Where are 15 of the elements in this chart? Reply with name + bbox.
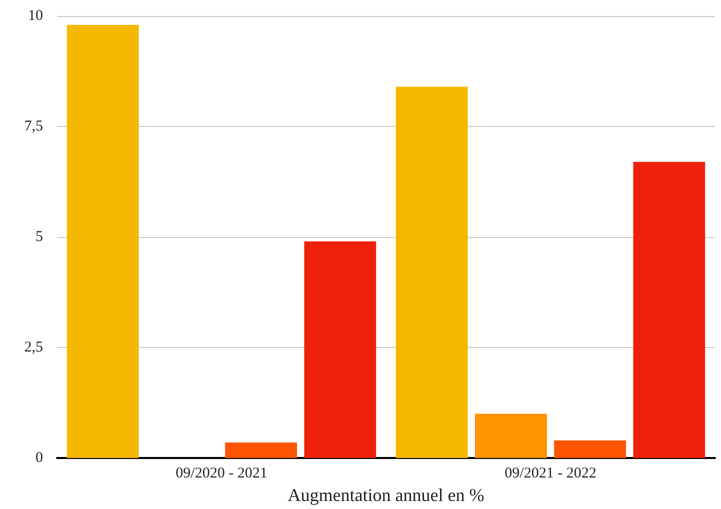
bar — [474, 414, 547, 458]
y-tick-label: 2,5 — [24, 340, 43, 356]
y-tick-label: 10 — [28, 8, 43, 24]
bar — [66, 24, 139, 458]
bar — [633, 162, 706, 458]
bar — [304, 241, 376, 458]
x-tick-label: 09/2021 - 2022 — [504, 466, 596, 482]
y-tick-label: 5 — [36, 229, 43, 245]
bar — [554, 440, 626, 458]
y-tick-label: 0 — [36, 450, 43, 466]
x-tick-label: 09/2020 - 2021 — [176, 466, 268, 482]
x-axis-title: Augmentation annuel en % — [288, 485, 484, 505]
y-tick-label: 7,5 — [24, 118, 43, 134]
bar — [225, 442, 298, 458]
bar — [396, 86, 468, 458]
